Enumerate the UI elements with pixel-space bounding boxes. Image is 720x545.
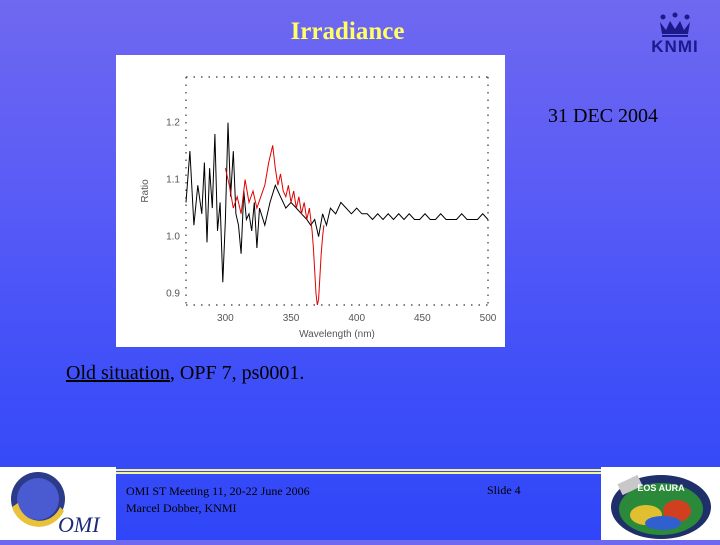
y-tick-label: 0.9 <box>166 289 180 300</box>
y-tick-label: 1.1 <box>166 175 180 186</box>
x-tick-label: 400 <box>348 313 365 324</box>
footer-text: OMI ST Meeting 11, 20-22 June 2006 Marce… <box>126 483 310 517</box>
y-tick-label: 1.0 <box>166 232 180 243</box>
ratio-plot: 300 350 400 450 500 0.9 1.0 1.1 1.2 Wavelength (n… <box>116 55 505 347</box>
ratio-chart: 300 350 400 450 500 0.9 1.0 1.1 1.2 Wavelength (n… <box>140 76 497 340</box>
footer-rule <box>116 469 601 477</box>
footer-author: Marcel Dobber, KNMI <box>126 501 237 515</box>
slide-title: Irradiance <box>290 18 405 45</box>
x-axis-label: Wavelength (nm) <box>299 329 375 340</box>
omi-logo: OMI <box>11 472 101 537</box>
series-line-1 <box>224 145 325 306</box>
footer-meeting: OMI ST Meeting 11, 20-22 June 2006 <box>126 484 310 498</box>
aura-logo: EOS AURA <box>611 474 711 539</box>
aura-logo-box: EOS AURA <box>601 467 720 540</box>
crown-icon <box>660 12 690 37</box>
date-label: 31 DEC 2004 <box>548 105 658 127</box>
x-tick-label: 350 <box>283 313 300 324</box>
x-tick-label: 300 <box>217 313 234 324</box>
slide-number: Slide 4 <box>487 483 521 497</box>
omi-logo-text: OMI <box>58 512 101 537</box>
x-tick-label: 500 <box>480 313 497 324</box>
knmi-logo: KNMI <box>640 12 710 62</box>
caption-rest: , OPF 7, ps0001. <box>169 362 305 384</box>
x-tick-label: 450 <box>414 313 431 324</box>
caption-underlined: Old situation <box>66 362 170 384</box>
slide-caption: Old situation, OPF 7, ps0001. <box>66 362 304 385</box>
knmi-logo-text: KNMI <box>651 37 699 56</box>
omi-logo-box: OMI <box>0 467 116 540</box>
y-tick-label: 1.2 <box>166 118 180 129</box>
y-axis-label: Ratio <box>140 179 151 203</box>
series-line-0 <box>185 122 489 283</box>
aura-logo-text: EOS AURA <box>637 483 685 493</box>
